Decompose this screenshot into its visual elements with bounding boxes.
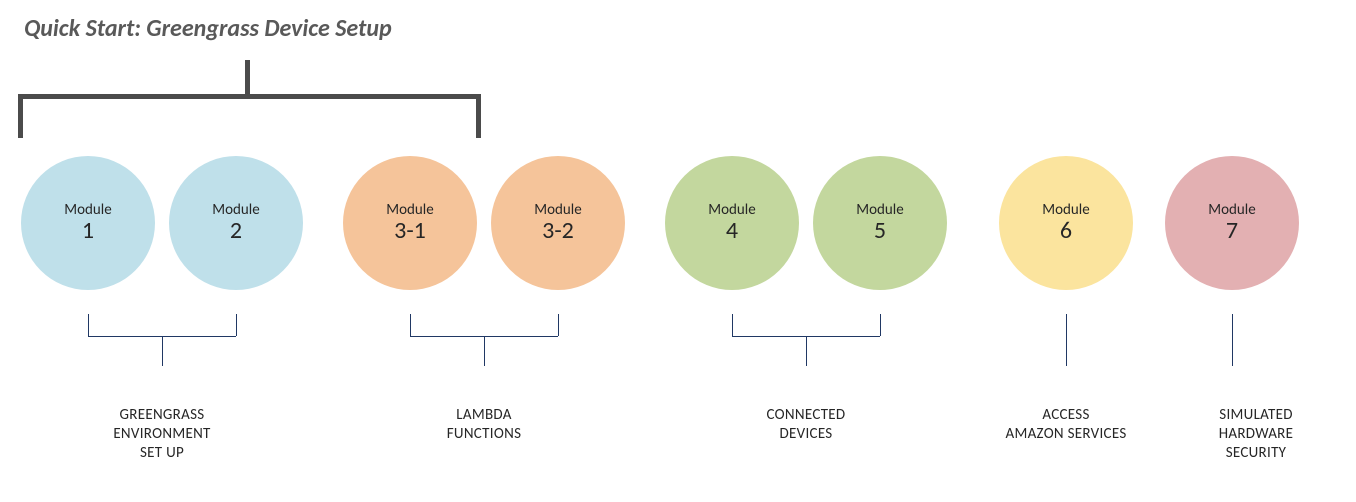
module-number: 7 [1226,218,1238,244]
bracket-top-bar [18,94,481,99]
module-number: 1 [82,218,94,244]
module-circle-5: Module5 [813,156,947,290]
group-stem-4 [1232,314,1233,366]
module-number: 3-2 [542,218,574,244]
module-circle-7: Module7 [1165,156,1299,290]
diagram-title: Quick Start: Greengrass Device Setup [24,14,392,43]
group-label-4: SIMULATEDHARDWARESECURITY [1156,406,1356,462]
bracket-left-arm [18,94,23,138]
group-label-0: GREENGRASSENVIRONMENTSET UP [52,406,272,462]
group-stem-3 [1066,314,1067,366]
module-circle-4: Module4 [665,156,799,290]
group-label-3: ACCESSAMAZON SERVICES [956,406,1176,444]
module-number: 6 [1060,218,1072,244]
module-circle-1: Module1 [21,156,155,290]
bracket-right-arm [476,94,481,138]
diagram-canvas: Quick Start: Greengrass Device Setup Mod… [0,0,1356,502]
bracket-center-stem [245,60,250,94]
module-number: 3-1 [394,218,426,244]
module-circle-3-1: Module3-1 [343,156,477,290]
module-circle-2: Module2 [169,156,303,290]
group-label-1: LAMBDAFUNCTIONS [374,406,594,444]
module-circle-3-2: Module3-2 [491,156,625,290]
module-number: 2 [230,218,242,244]
module-number: 5 [874,218,886,244]
module-number: 4 [726,218,738,244]
group-label-2: CONNECTEDDEVICES [696,406,916,444]
module-circle-6: Module6 [999,156,1133,290]
